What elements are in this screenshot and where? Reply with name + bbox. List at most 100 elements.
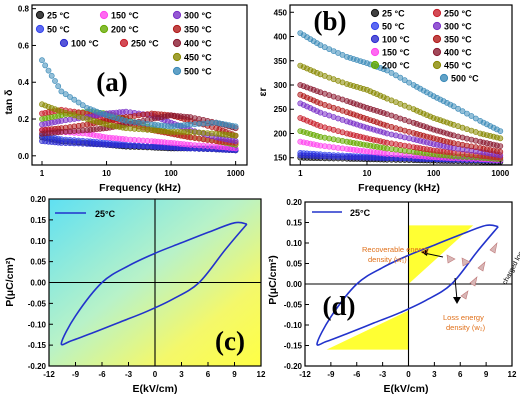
d-charged-loop-label: charged loop [502, 247, 520, 286]
a-series-group [39, 57, 239, 154]
c-xtick-label: -3 [125, 370, 133, 379]
c-ytick-label: 0.00 [30, 279, 46, 288]
b-ytick-label: 450 [274, 8, 288, 17]
b-legend-label: 25 °C [382, 9, 405, 19]
a-legend-label: 200 °C [111, 25, 139, 35]
b-xtick-label: 1000 [491, 169, 509, 178]
c-xtick-label: -9 [72, 370, 80, 379]
c-xtick-label: 12 [257, 370, 266, 379]
a-legend-label: 500 °C [184, 67, 212, 77]
b-legend-label: 300 °C [444, 22, 472, 32]
a-point [232, 132, 239, 139]
a-xtick-label: 1 [40, 169, 45, 178]
b-ytick-label: 300 [274, 81, 288, 90]
a-legend-label: 300 °C [184, 11, 212, 21]
d-charge-arrows [446, 242, 498, 300]
b-ytick-label: 150 [274, 154, 288, 163]
d-ytick-label: 0.05 [286, 260, 302, 269]
c-ytick-label: 0.05 [30, 258, 46, 267]
a-ytick-label: 0.8 [18, 5, 30, 14]
a-legend-label: 100 °C [71, 39, 99, 49]
b-xtick-label: 10 [363, 169, 372, 178]
d-ylabel: P(μC/cm²) [267, 255, 279, 305]
b-legend-label: 450 °C [444, 61, 472, 71]
d-ytick-label: 0.10 [286, 239, 302, 248]
c-ticks: -12 -9 -6 -3 0 3 6 9 12 -0.20 -0.15 -0.10 -0.05 0.00 0… [28, 195, 266, 379]
b-legend: 25 °C 50 °C 100 °C 150 °C 200 °C 250 °C 300 °C… [370, 8, 479, 84]
d-xtick-label: -3 [379, 370, 387, 379]
a-legend-label: 50 °C [47, 25, 70, 35]
a-panel-label: (a) [96, 67, 127, 97]
c-xtick-label: 0 [153, 370, 158, 379]
d-xtick-label: 3 [432, 370, 437, 379]
d-arrow-4 [489, 242, 498, 254]
d-recoverable-line1: Recoverable energy [362, 245, 429, 254]
a-xtick-label: 100 [164, 169, 178, 178]
panel-d: -12 -9 -6 -3 0 3 6 9 12 -0.20 -0.15 -0.10 -0.05 0.00 0… [267, 198, 520, 395]
a-ylabel: tan δ [3, 89, 15, 114]
a-legend-label: 250 °C [131, 39, 159, 49]
d-xtick-label: 0 [406, 370, 411, 379]
b-legend-marker [432, 34, 442, 44]
b-legend-marker [432, 8, 442, 18]
d-arrow-1 [460, 290, 469, 300]
panel-b: 1 10 100 1000 150 200 250 300 350 400 450 εr Frequ… [257, 4, 513, 194]
b-legend-marker [439, 73, 449, 83]
a-point [71, 96, 78, 103]
a-point [79, 102, 86, 109]
b-legend-label: 500 °C [451, 74, 479, 84]
c-xtick-label: -6 [98, 370, 106, 379]
a-point [48, 72, 55, 79]
c-hysteresis-loop [60, 221, 248, 346]
d-arrow-2 [469, 276, 478, 287]
c-ytick-label: -0.20 [28, 362, 47, 371]
b-series-6 [297, 100, 504, 159]
d-ytick-label: -0.05 [284, 301, 303, 310]
d-zero-axes [305, 202, 512, 366]
b-ticks: 1 10 100 1000 150 200 250 300 350 400 450 [274, 8, 510, 178]
a-point [42, 62, 49, 69]
d-loss-line1: Loss energy [443, 313, 484, 322]
d-ytick-label: 0.20 [286, 198, 302, 207]
b-ylabel: εr [257, 87, 269, 96]
c-ytick-label: -0.05 [28, 299, 47, 308]
a-frame [31, 4, 248, 166]
b-point [497, 128, 504, 134]
b-ytick-label: 400 [274, 33, 288, 42]
b-legend-marker [432, 47, 442, 57]
b-legend-label: 400 °C [444, 48, 472, 58]
d-loss-line2: density (w₂) [446, 323, 486, 332]
d-xlabel: E(kV/cm) [384, 383, 429, 395]
b-point [406, 79, 412, 86]
d-arrowhead-loss [453, 297, 461, 304]
a-legend-marker [172, 66, 182, 76]
c-ytick-label: 0.10 [30, 237, 46, 246]
b-xtick-label: 100 [427, 169, 441, 178]
d-ticks: -12 -9 -6 -3 0 3 6 9 12 -0.20 -0.15 -0.10 -0.05 0.00 0… [284, 198, 517, 379]
panel-a: 1 10 100 1000 0.0 0.2 0.4 0.6 0.8 tan δ Frequenc… [3, 4, 248, 194]
b-series-group [297, 30, 504, 165]
a-legend-marker [119, 38, 129, 48]
d-xtick-label: -12 [299, 370, 311, 379]
b-series-8 [297, 82, 504, 149]
d-ytick-label: 0.15 [286, 219, 302, 228]
b-legend-label: 350 °C [444, 35, 472, 45]
a-legend-marker [35, 10, 45, 20]
a-point [75, 99, 82, 106]
a-ytick-label: 0.6 [18, 41, 30, 50]
b-point [388, 70, 395, 76]
b-point [450, 103, 457, 110]
d-legend-label: 25°C [350, 208, 371, 218]
a-xtick-label: 10 [102, 169, 111, 178]
b-legend-label: 250 °C [444, 9, 472, 19]
b-ytick-label: 200 [274, 129, 288, 138]
d-arrow-6 [446, 254, 456, 264]
c-xlabel: E(kV/cm) [133, 383, 178, 395]
d-recoverable-region [408, 225, 474, 284]
b-point [497, 135, 504, 142]
a-legend-marker [99, 10, 109, 20]
a-point [45, 67, 52, 74]
b-legend-label: 50 °C [382, 22, 405, 32]
b-point [397, 74, 404, 81]
